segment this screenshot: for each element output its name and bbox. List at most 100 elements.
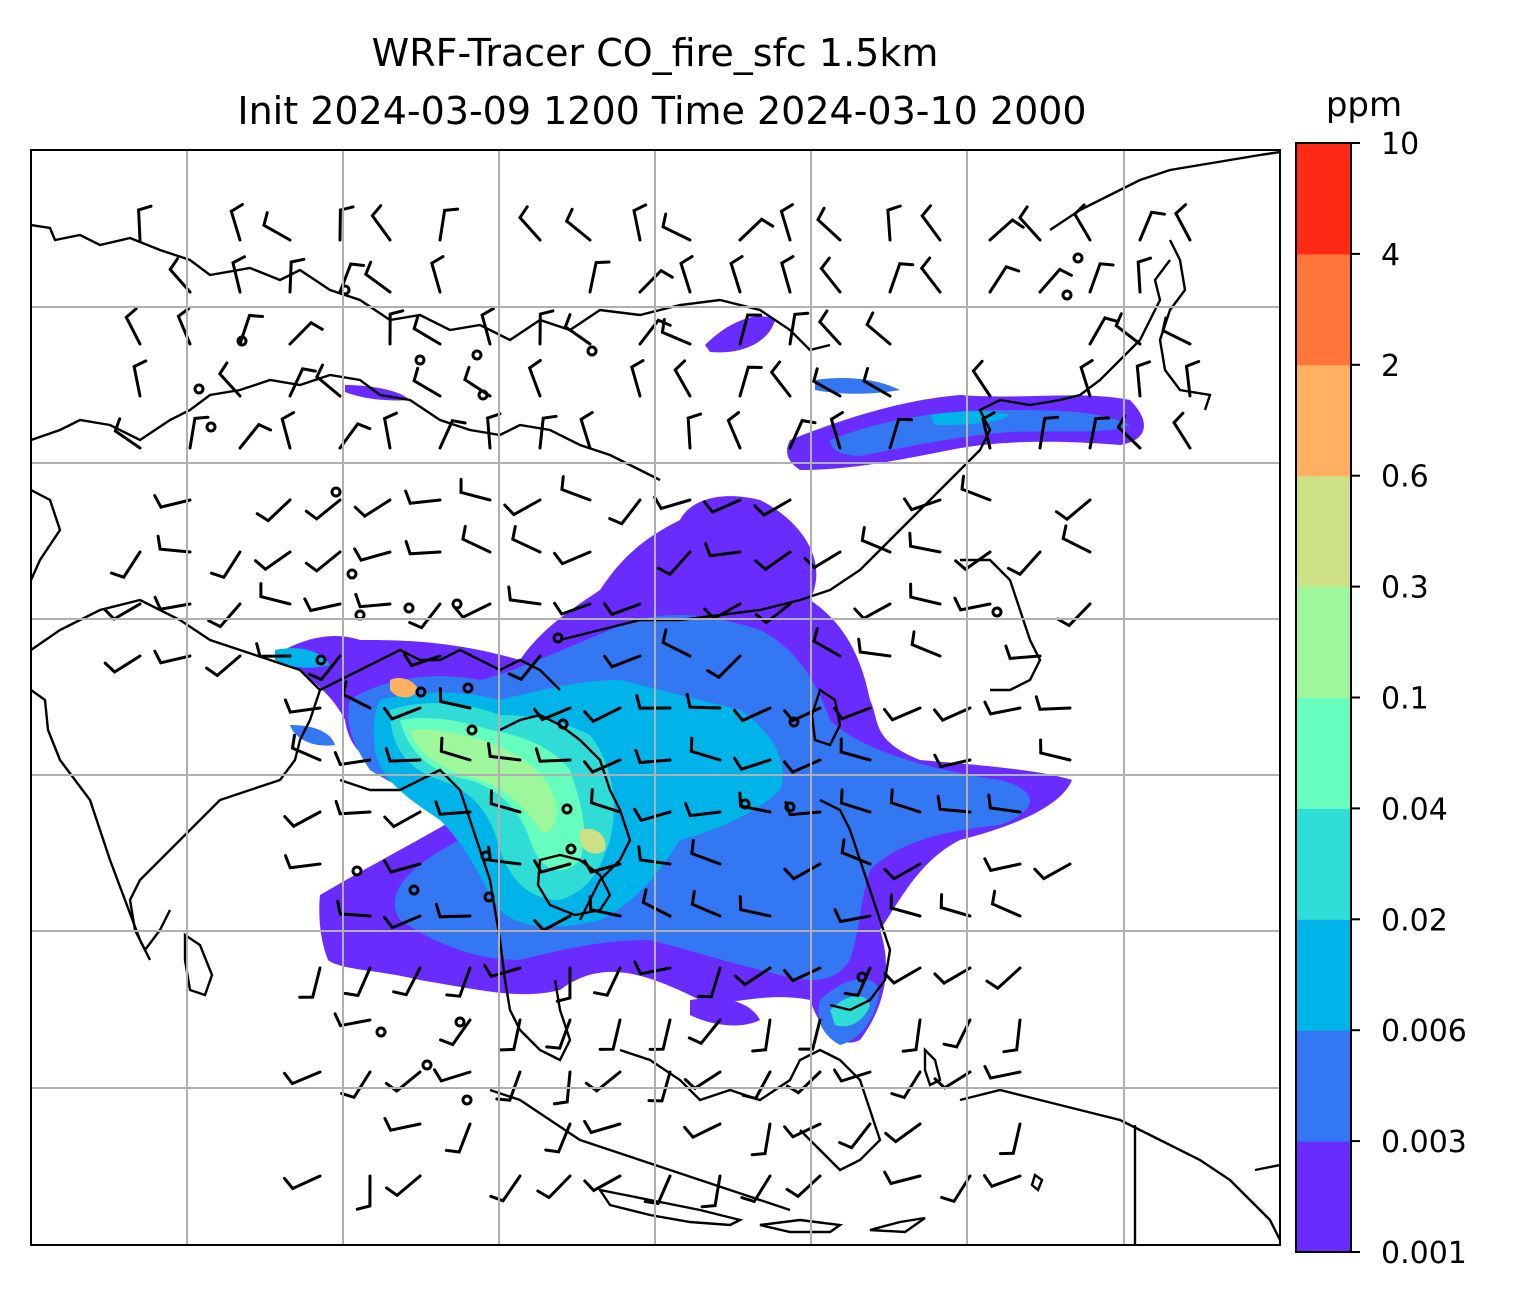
wind-barb xyxy=(817,309,842,346)
wind-barb xyxy=(262,211,292,242)
wind-barb xyxy=(453,602,492,620)
wind-barb xyxy=(304,550,342,573)
wind-barb xyxy=(304,498,342,521)
wind-barb xyxy=(738,217,775,242)
wind-barb xyxy=(298,966,322,999)
wind-barb xyxy=(336,899,372,918)
coastlines xyxy=(31,150,1280,1245)
wind-barb xyxy=(1088,316,1119,346)
wind-calm-circle xyxy=(586,345,598,357)
wind-barb xyxy=(538,414,558,450)
wind-barb xyxy=(403,653,442,668)
wind-barb xyxy=(433,1068,472,1083)
wind-barb xyxy=(1079,359,1094,398)
wind-barb xyxy=(829,411,844,450)
wind-barb xyxy=(385,1174,422,1198)
colorbar-segment xyxy=(1296,253,1351,366)
wind-barb xyxy=(901,1018,922,1053)
wind-barb xyxy=(1039,738,1072,762)
wind-barb xyxy=(583,1119,622,1135)
wind-barb xyxy=(696,966,722,999)
wind-barb xyxy=(434,800,472,816)
wind-calm-circle xyxy=(461,1094,473,1106)
wind-calm-circle xyxy=(739,798,751,810)
wind-calm-circle xyxy=(414,354,426,366)
wind-barb xyxy=(588,895,622,918)
wind-barb xyxy=(363,260,392,294)
wind-barb xyxy=(1174,203,1192,242)
wind-barb xyxy=(229,203,244,242)
wind-barb xyxy=(988,265,1021,294)
wind-barb xyxy=(1138,210,1166,242)
wind-barb xyxy=(555,966,572,1003)
wind-barb xyxy=(769,360,792,398)
wind-calm-circle xyxy=(375,1026,387,1038)
colorbar-tick-label: 0.001 xyxy=(1381,1236,1467,1271)
colorbar-tick-label: 0.04 xyxy=(1381,792,1448,827)
wind-calm-circle xyxy=(351,865,363,877)
wind-barb xyxy=(983,700,1022,716)
wind-barb xyxy=(738,313,763,346)
wind-barb xyxy=(840,838,872,866)
wind-barb xyxy=(909,582,942,606)
wind-calm-circle xyxy=(462,682,474,694)
wind-barb xyxy=(704,542,742,558)
wind-barb xyxy=(534,747,572,763)
title-line-2: Init 2024-03-09 1200 Time 2024-03-10 200… xyxy=(237,89,1086,133)
wind-barb xyxy=(188,415,210,450)
wind-calm-circle xyxy=(1072,252,1084,264)
wind-barb xyxy=(660,318,692,346)
wind-barb xyxy=(583,1174,622,1193)
wind-barb xyxy=(661,628,692,658)
colorbar-segment xyxy=(1296,1141,1351,1253)
wind-barb xyxy=(544,1122,572,1154)
wind-calm-circle xyxy=(477,389,489,401)
wind-barb xyxy=(953,596,992,612)
wind-barb xyxy=(883,966,922,985)
wind-barb xyxy=(603,602,642,617)
wind-barb xyxy=(527,359,542,398)
wind-barb xyxy=(933,753,972,769)
wind-barb xyxy=(738,895,772,918)
wind-barb xyxy=(383,914,422,930)
wind-barb xyxy=(205,654,242,678)
colorbar-segment xyxy=(1296,475,1351,588)
wind-barb xyxy=(833,706,872,721)
wind-barb xyxy=(983,1064,1022,1080)
wind-barb xyxy=(903,497,942,512)
wind-barb xyxy=(499,1018,522,1052)
wind-barb xyxy=(1054,498,1092,522)
wind-barb xyxy=(1172,411,1192,450)
wind-calm-circle xyxy=(471,349,483,361)
wind-barb xyxy=(803,550,842,570)
wind-barb xyxy=(1116,414,1142,450)
colorbar-tick-label: 0.02 xyxy=(1381,903,1448,938)
wind-barb xyxy=(231,255,246,294)
wind-barb xyxy=(971,359,992,398)
wind-barb xyxy=(888,262,915,294)
wind-barb xyxy=(113,417,142,450)
wind-barb xyxy=(217,361,242,398)
wind-barb xyxy=(1088,262,1115,294)
wind-barb xyxy=(439,736,472,762)
wind-barb xyxy=(445,966,472,998)
wind-barb xyxy=(518,205,542,242)
wind-barb xyxy=(690,839,722,866)
wind-barb xyxy=(315,363,342,398)
wind-barb xyxy=(998,1122,1022,1156)
wind-barb xyxy=(588,260,611,294)
wind-barb xyxy=(726,411,742,450)
wind-barb xyxy=(987,793,1022,814)
wind-barb xyxy=(740,1174,772,1204)
wind-barb xyxy=(883,862,922,881)
wind-barb xyxy=(738,365,763,398)
wind-barb xyxy=(288,320,324,346)
wind-barb xyxy=(259,582,292,606)
wind-barb xyxy=(785,1174,822,1199)
wind-barb xyxy=(661,212,692,242)
wind-barb xyxy=(988,218,1025,242)
wind-barb xyxy=(288,257,306,294)
wind-barb xyxy=(638,268,674,294)
wind-barb xyxy=(545,1018,572,1050)
